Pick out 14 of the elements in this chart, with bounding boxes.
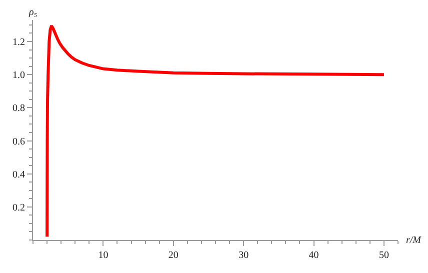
y-tick-label: 0.6 — [12, 136, 25, 148]
y-axis-title: ρ₅ — [28, 7, 38, 18]
x-tick-label: 30 — [238, 250, 249, 261]
x-tick-label: 50 — [378, 250, 389, 261]
line-series — [46, 25, 386, 238]
y-tick-label: 0.2 — [12, 202, 25, 214]
x-axis-title: r/M — [406, 235, 422, 246]
x-tick-label: 10 — [98, 250, 108, 261]
y-tick-label: 0.8 — [12, 103, 25, 114]
x-tick-label: 40 — [308, 250, 319, 261]
y-tick-label: 0.4 — [12, 169, 25, 180]
y-tick-label: 1.0 — [12, 70, 25, 82]
x-tick-label: 20 — [168, 250, 178, 261]
y-tick-label: 1.2 — [12, 37, 25, 48]
